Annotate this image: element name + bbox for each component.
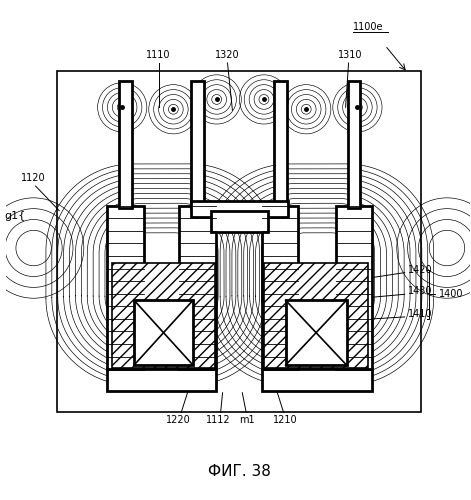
Text: 1430: 1430 <box>407 286 432 296</box>
Bar <box>211 210 268 233</box>
Text: 1320: 1320 <box>215 50 240 60</box>
Bar <box>107 206 144 369</box>
Bar <box>191 201 287 216</box>
Bar <box>262 369 372 390</box>
Text: m1: m1 <box>239 416 255 426</box>
Bar <box>134 300 193 365</box>
Text: 1220: 1220 <box>166 416 191 426</box>
Text: 1420: 1420 <box>407 264 432 274</box>
Text: 1310: 1310 <box>338 50 363 60</box>
Bar <box>264 263 368 368</box>
Text: 1112: 1112 <box>206 416 231 426</box>
Text: 1210: 1210 <box>273 416 298 426</box>
Bar <box>57 71 422 412</box>
Bar <box>274 80 286 208</box>
Bar <box>262 206 298 369</box>
Bar <box>107 369 216 390</box>
Text: 1100e: 1100e <box>353 22 383 32</box>
Bar <box>191 80 204 208</box>
Text: 1410: 1410 <box>407 309 432 319</box>
Bar <box>285 300 347 365</box>
Bar <box>119 80 132 208</box>
Bar <box>336 206 372 369</box>
Text: 1400: 1400 <box>439 290 463 300</box>
Bar <box>113 263 215 368</box>
Text: 1110: 1110 <box>146 50 171 60</box>
Text: 1120: 1120 <box>21 173 46 183</box>
Bar <box>179 206 216 369</box>
Text: ФИГ. 38: ФИГ. 38 <box>208 464 271 479</box>
Bar <box>348 80 360 208</box>
Text: g1{: g1{ <box>5 210 26 220</box>
